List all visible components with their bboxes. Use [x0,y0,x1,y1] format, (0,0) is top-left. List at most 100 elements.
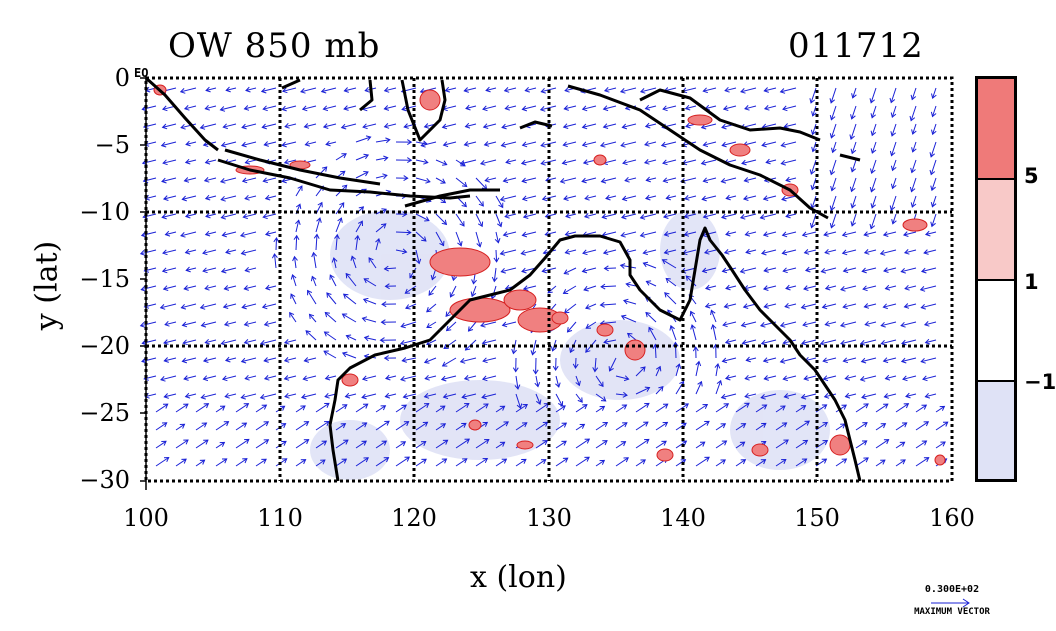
wind-vector [823,375,837,380]
x-tick-label: 120 [391,504,437,532]
wind-vector [375,440,387,449]
wind-vector [341,123,357,129]
wind-vector-head [292,255,298,262]
wind-vector [822,303,837,308]
wind-vector-head [702,403,709,410]
wind-vector-head [842,303,848,310]
wind-vector [307,290,317,305]
wind-vector-head [602,249,609,255]
wind-vector [622,123,637,128]
wind-vector [600,303,617,306]
wind-vector [905,393,917,397]
wind-vector [503,231,517,236]
wind-vector [701,159,717,165]
wind-vector [803,285,817,290]
wind-vector [609,357,617,372]
wind-vector-head [160,141,167,148]
wind-vector [702,195,717,200]
wind-vector-head [760,459,767,465]
wind-vector-head [383,265,389,272]
wind-vector-head [661,259,668,265]
wind-vector [455,438,470,449]
wind-vector [180,231,197,237]
wind-vector [843,357,857,362]
wind-vector-head [240,249,247,256]
wind-vector [284,123,297,128]
wind-vector [325,141,337,145]
wind-vector [583,285,597,291]
wind-vector [465,123,477,128]
wind-vector-head [662,421,669,427]
wind-vector-head [180,123,186,130]
wind-vector-head [283,357,290,363]
wind-vector-head [183,177,190,183]
wind-vector-head [763,375,769,381]
wind-vector-head [521,458,527,464]
wind-vector [575,375,580,386]
wind-vector [704,249,717,254]
wind-vector [615,404,627,413]
wind-vector [892,213,897,224]
wind-vector-head [337,217,343,223]
wind-vector-head [420,440,427,447]
wind-vector-head [821,404,828,410]
wind-vector [164,393,177,398]
wind-vector [263,105,277,110]
wind-vector [746,357,757,361]
wind-vector-head [501,321,508,328]
wind-vector [164,357,177,362]
wind-vector [222,231,237,236]
wind-vector-head [864,320,870,327]
wind-vector-head [579,423,586,429]
wind-vector-head [244,438,250,444]
wind-vector-head [760,440,767,447]
wind-vector-head [700,159,707,166]
wind-vector-head [721,267,728,274]
wind-vector [741,321,757,327]
wind-vector-head [163,339,169,345]
wind-vector [282,141,297,146]
wind-vector-head [402,393,409,400]
wind-vector-head [383,123,390,129]
wind-vector [424,357,437,363]
wind-vector-head [782,339,788,346]
wind-vector-head [870,113,877,119]
wind-vector-head [243,285,249,291]
wind-vector-head [844,374,850,381]
wind-vector [351,256,357,269]
wind-vector [400,339,417,345]
wind-vector-head [623,375,630,382]
wind-vector-head [658,386,664,392]
wind-vector [871,105,877,118]
wind-vector [523,285,537,290]
wind-vector [201,393,217,399]
wind-vector [891,141,897,156]
wind-vector-head [743,177,750,183]
wind-vector [226,87,237,91]
wind-vector-head [583,213,590,219]
wind-vector [895,459,906,467]
wind-vector [684,231,697,236]
wind-vector [575,423,585,431]
wind-vector [801,393,817,399]
lat-lon-grid [146,78,952,481]
wind-vector [702,267,717,272]
wind-vector-head [922,375,928,382]
wind-vector [725,285,737,289]
wind-vector-head [334,233,340,240]
wind-vector-head [245,86,251,93]
wind-vector-head [702,141,709,148]
wind-vector [495,195,504,208]
wind-vector-head [577,397,583,403]
wind-vector [385,393,397,398]
wind-vector [142,159,157,164]
wind-vector-head [324,402,330,408]
wind-vector-head [162,285,169,291]
wind-vector [871,159,877,174]
wind-vector-head [361,440,368,446]
wind-vector-head [620,441,627,447]
wind-vector-head [520,159,527,166]
wind-vector-head [442,439,449,445]
wind-vector-head [501,123,507,130]
wind-vector-head [423,158,429,165]
